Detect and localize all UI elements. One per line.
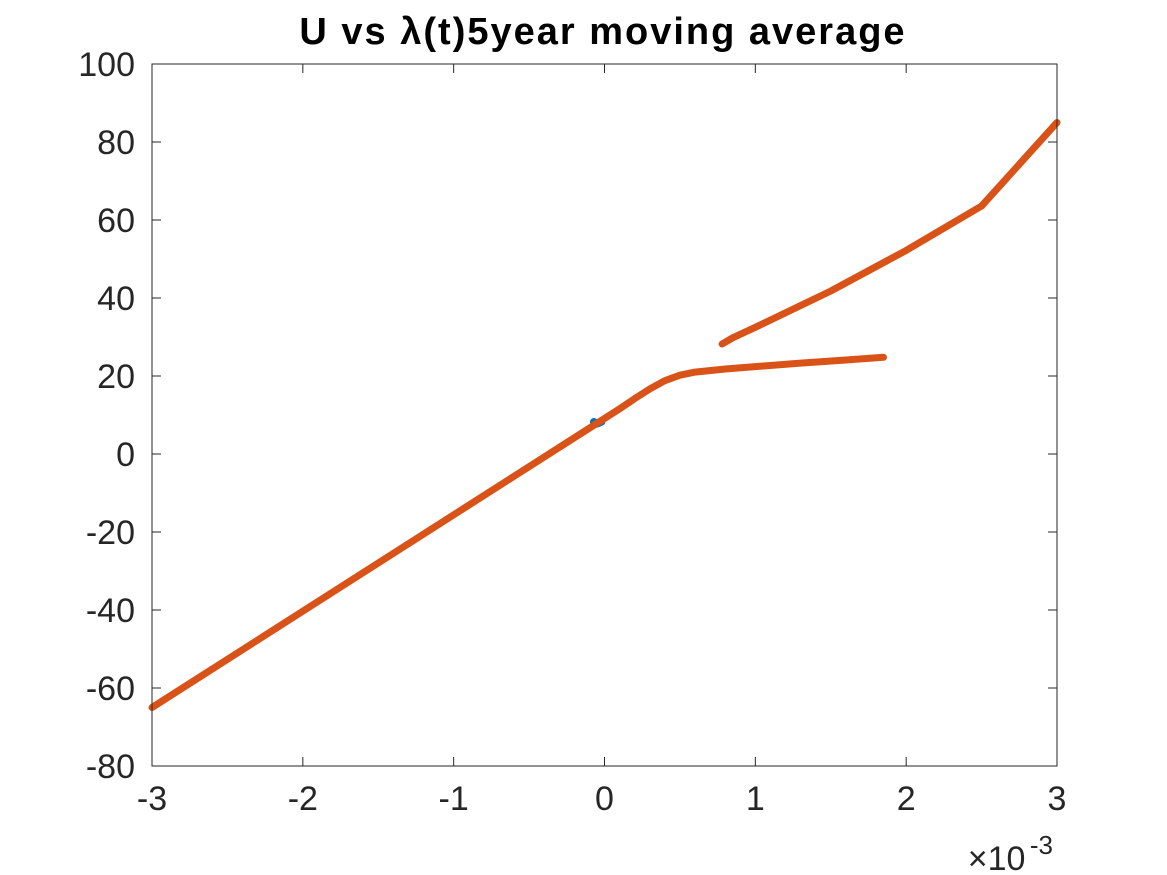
x-tick-label: -2 (288, 780, 318, 818)
y-tick-label: 40 (97, 280, 135, 318)
series-layer (148, 119, 1061, 711)
y-tick-label: 100 (78, 46, 135, 84)
x-tick-label: 3 (1048, 780, 1067, 818)
y-tick-label: 60 (97, 202, 135, 240)
x-exponent-power: -3 (1030, 830, 1053, 860)
x-tick-label: -1 (439, 780, 469, 818)
y-tick-label: -20 (86, 514, 135, 552)
series-line-2 (148, 353, 887, 711)
series-line-3 (718, 119, 1061, 348)
chart-title: U vs λ(t)5year moving average (299, 11, 906, 53)
x-tick-label: 0 (595, 780, 614, 818)
y-tick-label: 20 (97, 358, 135, 396)
x-axis-exponent-label: ×10 -3 (968, 830, 1053, 875)
axis-layer: -3 -2 -1 0 1 2 3 -80 -60 -40 -20 0 20 40 60 80 100 (78, 46, 1066, 818)
x-tick-label: 1 (746, 780, 765, 818)
y-tick-label: -60 (86, 670, 135, 708)
y-tick-label: -80 (86, 748, 135, 786)
x-exponent-base: ×10 (968, 840, 1026, 875)
y-tick-label: 80 (97, 124, 135, 162)
x-tick-label: 2 (897, 780, 916, 818)
x-tick-label: -3 (137, 780, 167, 818)
y-tick-label: 0 (116, 436, 135, 474)
y-tick-label: -40 (86, 592, 135, 630)
